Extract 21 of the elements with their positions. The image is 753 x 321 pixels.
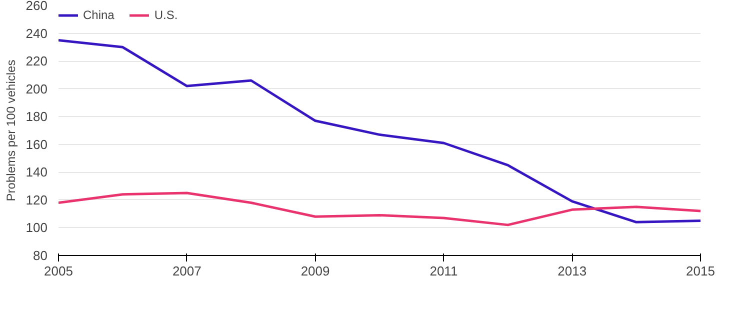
- y-tick-label: 100: [26, 220, 48, 236]
- y-tick-label: 220: [26, 54, 48, 69]
- legend-label: China: [83, 8, 114, 22]
- x-tick-label: 2009: [300, 264, 330, 278]
- y-axis-title: Problems per 100 vehicles: [4, 60, 18, 202]
- y-tick-label: 160: [26, 136, 48, 152]
- y-tick-label: 200: [26, 81, 48, 96]
- x-tick-label: 2015: [686, 264, 715, 278]
- x-tick-label: 2013: [558, 264, 587, 278]
- y-tick-label: 260: [26, 0, 48, 13]
- y-tick-label: 140: [26, 164, 48, 180]
- line-series: [58, 192, 700, 226]
- line-series: [58, 38, 700, 224]
- x-tick-label: 2005: [44, 264, 73, 278]
- y-tick-label: 120: [26, 192, 48, 208]
- legend-label: U.S.: [154, 8, 178, 22]
- y-tick-label: 80: [33, 248, 48, 263]
- x-tick-label: 2011: [430, 264, 458, 278]
- x-tick-label: 2007: [172, 264, 202, 278]
- y-tick-label: 240: [26, 26, 48, 41]
- y-tick-label: 180: [26, 109, 48, 124]
